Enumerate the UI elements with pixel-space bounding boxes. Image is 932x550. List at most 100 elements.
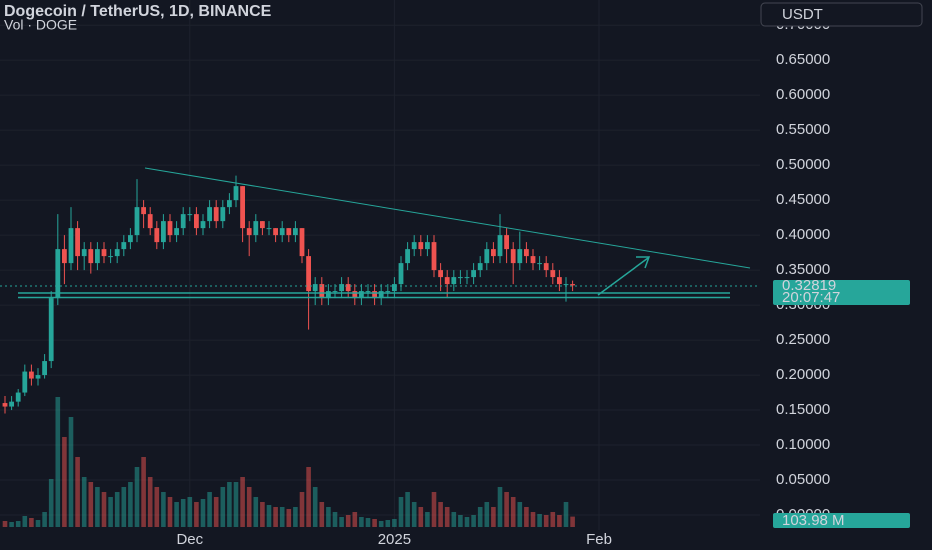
volume-bar (260, 502, 265, 527)
volume-bar (464, 517, 470, 527)
candle-body (35, 375, 41, 379)
volume-bar (88, 482, 94, 527)
candle-body (530, 256, 536, 264)
candle-body (29, 371, 34, 379)
volume-bar (484, 502, 490, 527)
currency-button-label[interactable]: USDT (782, 6, 823, 23)
volume-bar (570, 516, 575, 527)
y-tick-label: 0.55000 (776, 121, 830, 138)
volume-bar (398, 497, 404, 527)
volume-bar (431, 492, 437, 527)
candle-body (55, 249, 61, 299)
y-tick-label: 0.40000 (776, 226, 830, 243)
volume-bar (108, 497, 113, 527)
volume-bar (299, 492, 305, 527)
volume-bar (411, 502, 417, 527)
volume-bar (114, 492, 120, 527)
candle-body (326, 291, 331, 299)
volume-bar (392, 519, 397, 527)
candle-body (537, 263, 542, 265)
currency-button[interactable] (760, 2, 923, 27)
volume-bar (227, 482, 232, 527)
candle-body (68, 228, 74, 264)
volume-bar (55, 397, 61, 527)
candle-body (167, 221, 173, 236)
volume-bar (29, 518, 34, 527)
candle-body (425, 242, 430, 250)
volume-bar (326, 507, 331, 527)
volume-bar (365, 518, 371, 527)
candle-body (557, 277, 562, 285)
candle-body (88, 249, 94, 264)
volume-bar (174, 502, 179, 527)
volume-bar (332, 512, 338, 527)
volume-bar (22, 516, 28, 527)
y-tick-label: 0.15000 (776, 401, 830, 418)
candle-body (431, 242, 437, 271)
candle-body (484, 249, 490, 264)
volume-bar (167, 497, 173, 527)
volume-bar (141, 457, 146, 527)
candle-body (134, 207, 140, 236)
volume-bar (48, 479, 54, 527)
candle-body (260, 221, 265, 229)
y-tick-label: 0.20000 (776, 366, 830, 383)
candle-body (405, 249, 410, 264)
volume-bar (312, 487, 318, 527)
volume-bar (438, 502, 443, 527)
candle-body (504, 235, 509, 250)
volume-bar (154, 487, 160, 527)
volume-bar (530, 512, 536, 527)
candle-body (352, 291, 358, 299)
candle-body (524, 249, 529, 257)
candle-body (293, 228, 298, 236)
candle-body (411, 242, 417, 250)
countdown: 20:07:47 (782, 289, 840, 306)
candle-body (22, 371, 28, 393)
candle-body (378, 291, 384, 299)
volume-bar (220, 487, 226, 527)
volume-bar (200, 499, 206, 527)
volume-bar (42, 512, 47, 527)
volume-bar (372, 519, 377, 527)
candle-body (359, 291, 364, 299)
candle-body (207, 207, 212, 222)
volume-bar (293, 507, 298, 527)
candle-body (306, 256, 311, 292)
trend-line (144, 167, 751, 269)
volume-bar (504, 492, 509, 527)
y-tick-label: 0.10000 (776, 436, 830, 453)
candle-body (233, 186, 239, 201)
volume-bar (339, 517, 344, 527)
volume-bar (194, 502, 199, 527)
candle-body (227, 200, 232, 208)
volume-bar (345, 515, 351, 527)
volume-bar (557, 515, 562, 527)
candle-body (220, 207, 226, 222)
volume-bar (2, 521, 8, 527)
candle-body (392, 284, 397, 292)
volume-bar (240, 477, 245, 527)
candle-body (345, 284, 351, 292)
candle-body (81, 249, 87, 257)
volume-bar (161, 492, 166, 527)
candles (2, 175, 575, 414)
y-tick-label: 0.60000 (776, 86, 830, 103)
subtitle: Vol · DOGE (4, 17, 77, 33)
grid (0, 0, 760, 530)
candle-body (194, 214, 199, 229)
volume-bar (319, 502, 325, 527)
volume-bar (451, 512, 457, 527)
volume-bar (134, 467, 140, 527)
candle-body (253, 221, 259, 236)
candle-body (62, 249, 67, 264)
price-tag (773, 280, 910, 305)
x-tick-label: Feb (586, 531, 612, 548)
arrow (597, 257, 649, 296)
candle-body (213, 207, 219, 222)
volume-bar (187, 497, 193, 527)
volume (2, 397, 575, 527)
chart-title: Dogecoin / TetherUS, 1D, BINANCE (4, 3, 272, 20)
candle-body (312, 284, 318, 292)
